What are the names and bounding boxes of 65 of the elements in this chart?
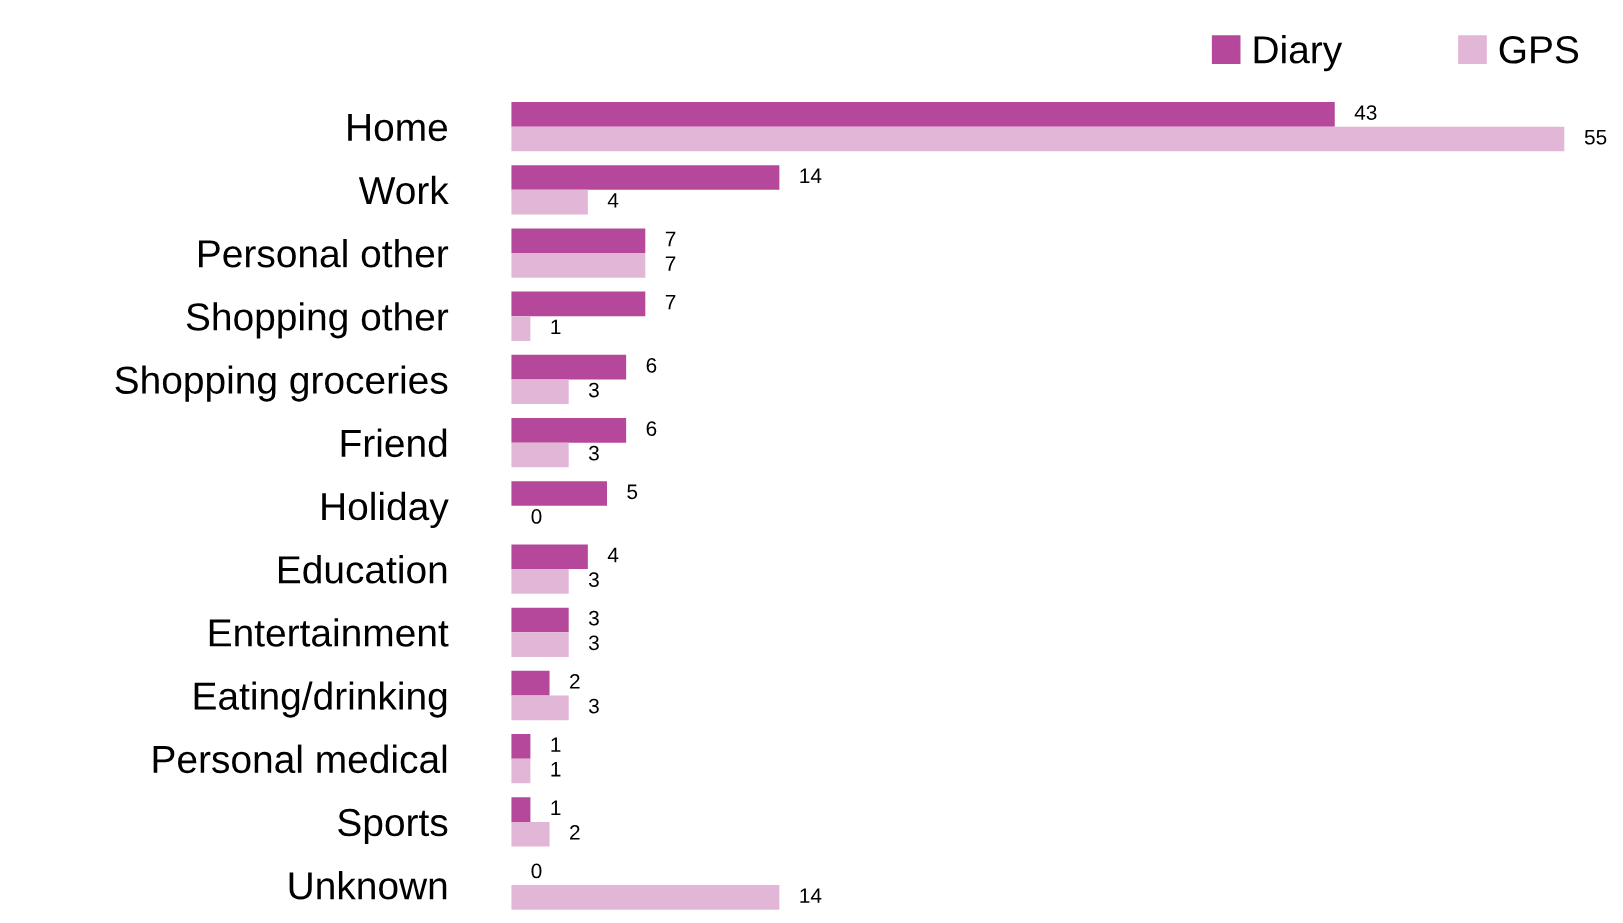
y-tick-label: Education (278, 554, 447, 584)
data-label: 3 (588, 382, 599, 398)
bar (511, 102, 1335, 127)
data-label: 1 (551, 800, 561, 815)
legend-label: GPS (1499, 36, 1579, 64)
bar (511, 379, 569, 405)
bar (511, 797, 531, 822)
y-tick-label: Shopping groceries (115, 365, 448, 402)
y-tick-label: Unknown (289, 870, 447, 900)
data-label: 1 (551, 737, 561, 752)
data-label: 2 (570, 825, 580, 840)
y-tick-label: Eating/drinking (194, 681, 447, 718)
data-label: 7 (665, 231, 676, 247)
bar (511, 418, 627, 443)
bar (511, 885, 780, 910)
data-label: 7 (665, 256, 676, 271)
y-tick-label: Personal other (199, 238, 449, 268)
y-tick-label: Friend (341, 428, 447, 458)
bar (511, 228, 646, 254)
bar (511, 291, 646, 317)
data-label: 43 (1354, 105, 1377, 120)
y-tick-label: Shopping other (186, 302, 449, 339)
bar (511, 734, 531, 759)
data-label: 4 (607, 193, 619, 208)
bar (511, 165, 780, 190)
data-label: 14 (800, 168, 822, 183)
data-label: 4 (607, 547, 619, 563)
y-tick-label: Personal medical (153, 744, 447, 774)
bar (511, 695, 569, 721)
bar (511, 821, 550, 847)
bar (511, 126, 1565, 152)
data-label: 6 (646, 357, 657, 373)
data-label: 1 (551, 762, 561, 777)
bar (511, 607, 569, 633)
y-tick-label: Holiday (322, 491, 449, 529)
data-label: 0 (531, 863, 542, 879)
data-label: 0 (531, 509, 542, 524)
data-label: 3 (588, 445, 599, 461)
y-tick-label: Work (358, 175, 449, 205)
data-label: 1 (551, 319, 561, 334)
data-label: 14 (800, 888, 822, 903)
y-tick-label: Entertainment (209, 618, 449, 647)
bar (511, 632, 569, 657)
y-tick-label: Home (348, 114, 448, 142)
data-label: 3 (588, 572, 599, 587)
data-label: 3 (588, 610, 599, 626)
bar (511, 569, 569, 594)
data-label: 55 (1584, 130, 1607, 145)
bar (511, 189, 588, 215)
bar (511, 544, 588, 570)
data-label: 5 (627, 484, 638, 500)
bar (511, 442, 569, 468)
data-label: 2 (570, 673, 580, 689)
bar (511, 316, 531, 341)
y-tick-label: Sports (338, 808, 448, 845)
data-label: 3 (588, 635, 599, 651)
bar (511, 481, 607, 506)
bar (511, 354, 627, 380)
bar (511, 670, 550, 696)
data-label: 3 (588, 698, 599, 714)
data-label: 7 (665, 295, 676, 310)
bar (511, 253, 646, 278)
data-label: 6 (646, 421, 657, 436)
legend-label: Diary (1254, 35, 1343, 72)
bar (511, 758, 531, 784)
